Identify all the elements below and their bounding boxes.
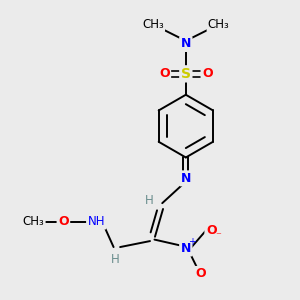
Text: S: S (181, 67, 191, 81)
Text: CH₃: CH₃ (142, 18, 164, 31)
Text: N: N (181, 38, 191, 50)
Text: H: H (111, 254, 120, 266)
Text: N: N (181, 242, 191, 255)
Text: CH₃: CH₃ (23, 215, 44, 228)
Text: O: O (206, 224, 217, 237)
Text: O: O (202, 68, 213, 80)
Text: O: O (58, 215, 69, 228)
Text: ⁻: ⁻ (216, 232, 222, 242)
Text: CH₃: CH₃ (208, 18, 230, 31)
Text: N: N (181, 172, 191, 185)
Text: NH: NH (88, 215, 105, 228)
Text: H: H (145, 194, 154, 207)
Text: O: O (196, 267, 206, 280)
Text: O: O (159, 68, 169, 80)
Text: +: + (188, 237, 196, 247)
